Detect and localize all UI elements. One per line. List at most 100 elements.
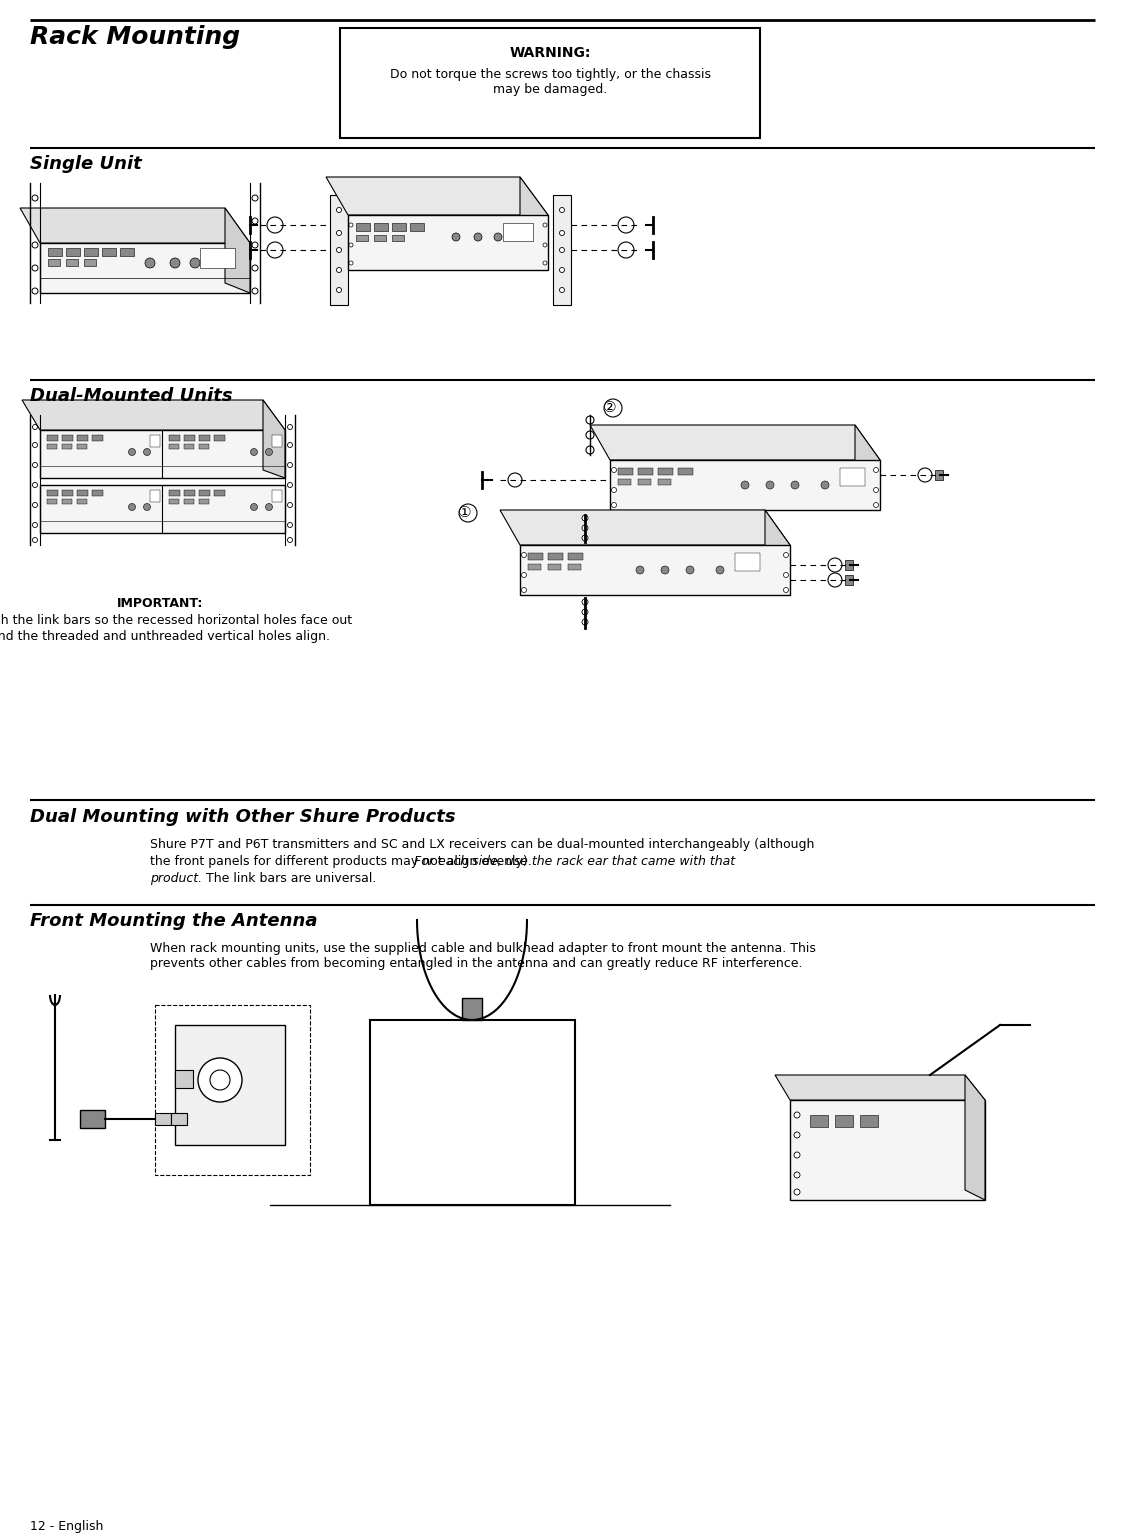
Circle shape — [716, 566, 724, 574]
Circle shape — [288, 463, 292, 468]
Bar — [568, 554, 583, 560]
Bar — [638, 478, 651, 484]
Circle shape — [582, 618, 588, 624]
Circle shape — [794, 1172, 800, 1178]
Circle shape — [288, 537, 292, 543]
Circle shape — [128, 503, 135, 511]
Bar — [568, 564, 580, 571]
Circle shape — [33, 443, 37, 448]
Circle shape — [918, 468, 931, 481]
Circle shape — [636, 566, 643, 574]
Circle shape — [783, 552, 789, 557]
Bar — [184, 435, 195, 441]
Bar — [169, 435, 180, 441]
Bar — [638, 468, 652, 475]
Text: When rack mounting units, use the supplied cable and bulkhead adapter to front m: When rack mounting units, use the suppli… — [150, 941, 816, 970]
Circle shape — [459, 504, 477, 521]
Polygon shape — [765, 511, 790, 595]
Bar — [169, 444, 179, 449]
Circle shape — [452, 232, 460, 241]
Bar — [92, 491, 104, 495]
Circle shape — [543, 243, 547, 248]
Polygon shape — [500, 511, 790, 544]
Circle shape — [288, 443, 292, 448]
Circle shape — [32, 195, 38, 201]
Circle shape — [288, 424, 292, 429]
Bar — [214, 435, 225, 441]
Bar — [66, 258, 78, 266]
Circle shape — [349, 223, 353, 228]
Bar — [84, 258, 96, 266]
Bar — [548, 564, 561, 571]
Text: Front Mounting the Antenna: Front Mounting the Antenna — [30, 912, 317, 930]
Polygon shape — [326, 177, 548, 215]
Polygon shape — [775, 1075, 986, 1100]
Bar — [610, 460, 880, 511]
Bar — [410, 223, 424, 231]
Bar — [330, 195, 348, 305]
Polygon shape — [590, 424, 880, 460]
Circle shape — [252, 218, 258, 225]
Circle shape — [252, 288, 258, 294]
Bar — [62, 491, 73, 495]
Circle shape — [828, 574, 842, 588]
Bar — [155, 1004, 310, 1175]
Bar — [200, 248, 235, 268]
Bar — [860, 1115, 878, 1127]
Bar — [845, 575, 853, 584]
Bar — [845, 560, 853, 571]
Bar — [155, 1114, 171, 1124]
Circle shape — [33, 463, 37, 468]
Bar — [678, 468, 693, 475]
Bar — [272, 491, 282, 501]
Circle shape — [508, 474, 522, 488]
Circle shape — [821, 481, 829, 489]
Bar — [835, 1115, 853, 1127]
Text: Single Unit: Single Unit — [30, 155, 142, 172]
Circle shape — [33, 483, 37, 488]
Circle shape — [266, 449, 272, 455]
Circle shape — [612, 468, 616, 472]
Circle shape — [794, 1112, 800, 1118]
Bar — [150, 491, 160, 501]
Circle shape — [618, 241, 634, 258]
Circle shape — [794, 1132, 800, 1138]
Bar — [935, 471, 943, 480]
Bar — [503, 223, 533, 241]
Bar — [40, 431, 285, 478]
Circle shape — [582, 515, 588, 521]
Circle shape — [336, 288, 342, 292]
Bar — [199, 444, 209, 449]
Text: WARNING:: WARNING: — [510, 46, 591, 60]
Bar — [40, 484, 285, 534]
Bar — [735, 554, 760, 571]
Bar — [150, 435, 160, 448]
Text: Rack Mounting: Rack Mounting — [30, 25, 240, 49]
Circle shape — [288, 503, 292, 508]
Circle shape — [494, 232, 502, 241]
Circle shape — [582, 598, 588, 604]
Text: For each side, use the rack ear that came with that: For each side, use the rack ear that cam… — [414, 855, 735, 867]
Bar — [554, 195, 572, 305]
Circle shape — [873, 503, 879, 508]
Circle shape — [559, 268, 565, 272]
Bar — [392, 223, 406, 231]
Text: Shure P7T and P6T transmitters and SC and LX receivers can be dual-mounted inter: Shure P7T and P6T transmitters and SC an… — [150, 838, 814, 851]
Text: Do not torque the screws too tightly, or the chassis
may be damaged.: Do not torque the screws too tightly, or… — [389, 68, 711, 95]
Circle shape — [336, 248, 342, 252]
Circle shape — [522, 588, 526, 592]
Circle shape — [210, 1070, 230, 1090]
Circle shape — [145, 258, 155, 268]
Circle shape — [766, 481, 774, 489]
Bar — [520, 544, 790, 595]
Polygon shape — [225, 208, 250, 294]
Bar — [340, 28, 760, 138]
Bar — [184, 491, 195, 495]
Bar — [169, 491, 180, 495]
Circle shape — [128, 449, 135, 455]
Bar — [790, 1100, 986, 1200]
Text: The link bars are universal.: The link bars are universal. — [202, 872, 377, 884]
Bar — [392, 235, 404, 241]
Bar — [199, 498, 209, 504]
Circle shape — [251, 449, 258, 455]
